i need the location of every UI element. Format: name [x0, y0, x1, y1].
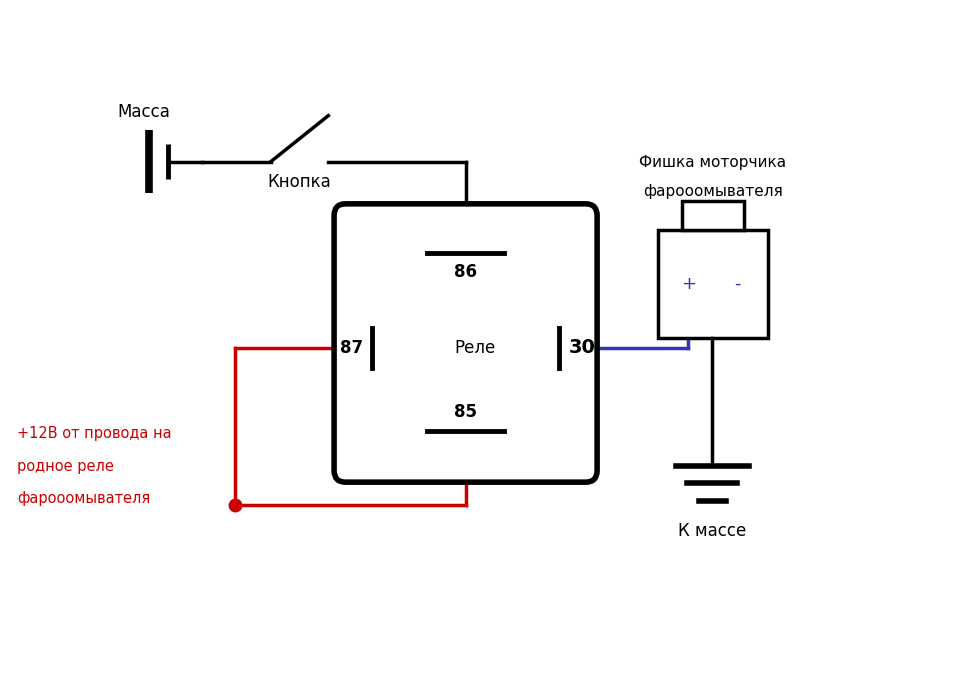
Text: Фишка моторчика: Фишка моторчика — [639, 154, 786, 169]
Text: фарооомывателя: фарооомывателя — [17, 491, 151, 506]
Text: родное реле: родное реле — [17, 459, 114, 473]
Text: 30: 30 — [568, 338, 595, 357]
Bar — [682, 201, 744, 230]
Text: 85: 85 — [454, 403, 477, 421]
Text: Кнопка: Кнопка — [268, 174, 331, 191]
Bar — [658, 230, 768, 338]
Text: 86: 86 — [454, 263, 477, 281]
Text: Масса: Масса — [117, 102, 171, 121]
Text: +12В от провода на: +12В от провода на — [17, 426, 172, 441]
Text: Реле: Реле — [455, 339, 495, 357]
FancyBboxPatch shape — [334, 204, 597, 482]
Text: К массе: К массе — [678, 522, 747, 541]
Text: +: + — [681, 275, 696, 293]
Text: -: - — [734, 275, 740, 293]
Text: 87: 87 — [340, 339, 363, 357]
Text: фарооомывателя: фарооомывателя — [643, 184, 782, 199]
